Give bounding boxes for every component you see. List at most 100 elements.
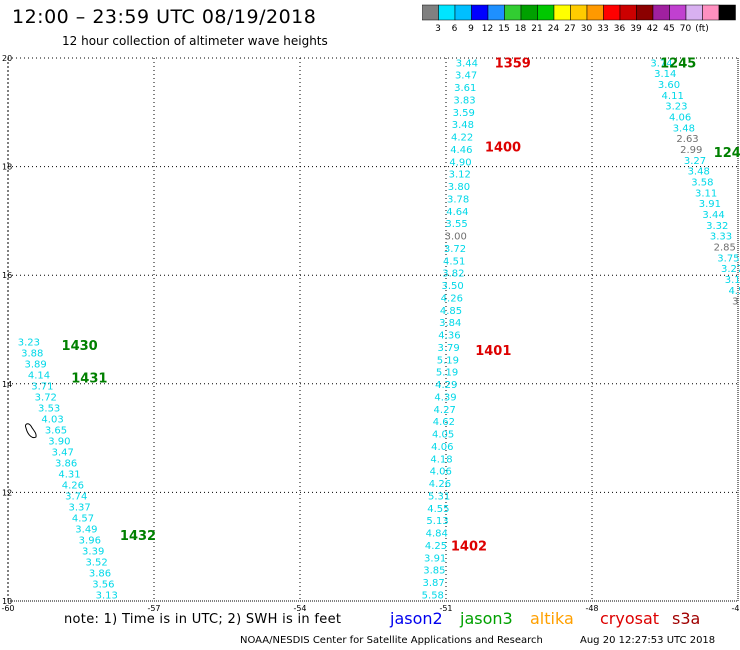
wave-height-value: 4.36	[438, 331, 460, 342]
wave-height-value: 3.12	[449, 170, 471, 181]
wave-height-value: 3.74	[65, 491, 87, 502]
wave-height-value: 3.39	[82, 546, 104, 557]
x-tick-labels: -60 -57 -54 -51 -48 -45	[1, 604, 740, 613]
wave-height-value: 3.59	[453, 108, 475, 119]
wave-height-value: 2.63	[676, 134, 698, 145]
wave-height-value: 3.32	[706, 221, 728, 232]
wave-height-value: 3.86	[89, 568, 111, 579]
wave-height-value: 4.18	[430, 454, 452, 465]
colorbar-label: 15	[498, 24, 509, 34]
wave-height-value: 3.53	[38, 403, 60, 414]
coastline	[25, 423, 37, 439]
wave-height-value: 4.64	[446, 207, 468, 218]
wave-height-value: 3.27	[721, 264, 740, 275]
wave-height-value: 4.25	[425, 541, 447, 552]
wave-height-value: 4.06	[431, 442, 453, 453]
track-a: 3.233.883.894.143.713.723.534.033.653.90…	[18, 337, 118, 601]
wave-height-value: 3.14	[654, 69, 676, 80]
track-c: 3.743.143.604.113.234.063.482.632.993.27…	[650, 58, 740, 307]
y-tick-label: 12	[2, 488, 12, 497]
colorbar-swatch	[718, 4, 736, 21]
wave-height-value: 3.23	[665, 102, 687, 113]
legend-s3a: s3a	[672, 609, 701, 628]
wave-height-value: 3.48	[452, 120, 474, 131]
wave-height-value: 3.00	[445, 232, 467, 243]
credits-text: NOAA/NESDIS Center for Satellite Applica…	[240, 635, 543, 646]
colorbar-label: 12	[482, 24, 493, 34]
wave-height-value: 4.39	[434, 392, 456, 403]
colorbar-label: 39	[630, 24, 642, 34]
generation-timestamp: Aug 20 12:27:53 UTC 2018	[580, 635, 716, 646]
colorbar-label: 36	[614, 24, 626, 34]
colorbar-label: 3	[435, 24, 441, 34]
wave-height-value: 3.79	[438, 343, 460, 354]
wave-height-value: 4.26	[62, 480, 84, 491]
wave-height-value: 5.19	[437, 355, 459, 366]
wave-height-value: 4.06	[430, 467, 452, 478]
colorbar-label: 33	[597, 24, 608, 34]
time-labels: 1430 1431 1432 1359 1400 1401 1402 1245 124	[62, 56, 740, 554]
wave-height-value: 4.55	[427, 504, 449, 515]
wave-height-value: 3.58	[691, 178, 713, 189]
wave-height-value: 4.57	[72, 513, 94, 524]
x-tick-label: -57	[147, 604, 160, 613]
colorbar-label: 70	[680, 24, 692, 34]
island-shape	[25, 423, 37, 439]
wave-height-value: 3.33	[710, 232, 732, 243]
wave-height-value: 3.91	[699, 199, 721, 210]
wave-height-value: 4.14	[28, 370, 50, 381]
wave-height-value: 3.82	[442, 269, 464, 280]
wave-height-value: 5.19	[436, 368, 458, 379]
wave-height-value: 3.71	[31, 381, 53, 392]
x-tick-label: -45	[731, 604, 740, 613]
wave-height-value: 3.27	[684, 156, 706, 167]
colorbar-label: 42	[647, 24, 658, 34]
wave-height-value: 3.74	[650, 58, 672, 69]
wave-height-value: 3.44	[702, 210, 724, 221]
wave-height-value: 3.37	[69, 502, 91, 513]
legend-jason2: jason2	[390, 609, 443, 628]
wave-height-value: 3.13	[96, 590, 118, 601]
wave-height-value: 3.23	[18, 337, 40, 348]
wave-height-value: 4.11	[662, 91, 684, 102]
wave-height-value: 3.86	[55, 458, 77, 469]
map-title: 12:00 – 23:59 UTC 08/19/2018	[12, 6, 317, 28]
map-subtitle: 12 hour collection of altimeter wave hei…	[62, 34, 328, 48]
wave-height-value: 3.56	[92, 579, 114, 590]
wave-height-value: 3.65	[45, 425, 67, 436]
wave-height-value: 3.85	[423, 566, 445, 577]
wave-height-value: 3.47	[52, 447, 74, 458]
wave-height-value: 3.89	[25, 359, 47, 370]
wave-height-value: 3.48	[688, 167, 710, 178]
wave-height-value: 5.58	[422, 590, 444, 601]
plot-frame	[7, 57, 739, 602]
pass-time-label: 1402	[451, 540, 487, 555]
wave-height-value: 4.31	[58, 469, 80, 480]
wave-height-value: 3.61	[454, 83, 476, 94]
wave-height-value: 3.84	[439, 318, 461, 329]
wave-height-value: 5.13	[426, 516, 448, 527]
wave-height-value: 3	[732, 297, 738, 308]
wave-height-value: 4.06	[669, 113, 691, 124]
legend-jason3: jason3	[460, 609, 513, 628]
colorbar-label: 9	[468, 24, 474, 34]
wave-height-value: 4.85	[440, 306, 462, 317]
wave-height-value: 3.75	[717, 253, 739, 264]
y-tick-labels: 20 18 16 14 12 10	[2, 54, 12, 606]
wave-height-value: 3.52	[85, 557, 107, 568]
colorbar-label: 24	[548, 24, 560, 34]
wave-height-value: 3.60	[658, 80, 680, 91]
wave-height-value: 4.26	[441, 293, 463, 304]
wave-height-value: 2.99	[680, 145, 702, 156]
x-tick-label: -54	[293, 604, 306, 613]
y-tick-label: 20	[2, 54, 12, 63]
pass-time-label: 124	[714, 146, 740, 161]
x-tick-label: -60	[1, 604, 14, 613]
wave-height-value: 3.1	[725, 275, 740, 286]
wave-height-value: 4.29	[435, 380, 457, 391]
wave-height-value: 4.22	[451, 133, 473, 144]
wave-height-value: 3.44	[456, 58, 478, 69]
wave-height-value: 4.46	[450, 145, 472, 156]
wave-height-value: 4.26	[429, 479, 451, 490]
